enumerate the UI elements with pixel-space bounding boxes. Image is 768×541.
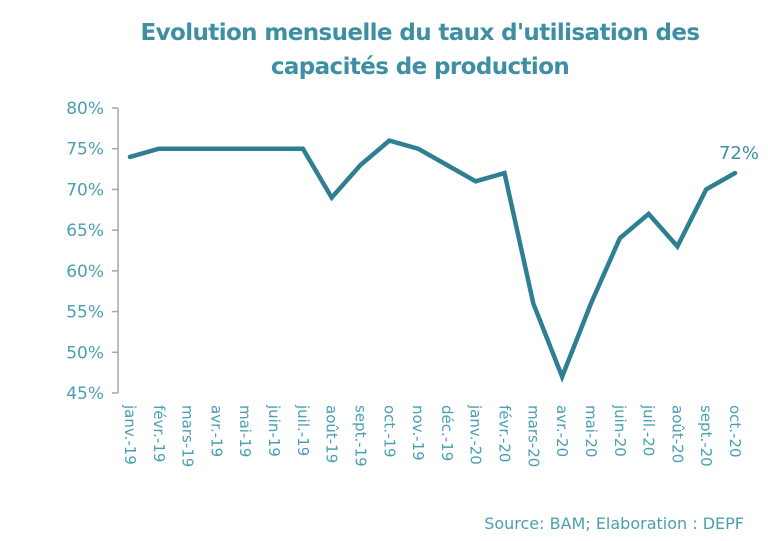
- x-tick-label: mars-20: [524, 405, 542, 467]
- series-line: [127, 138, 738, 383]
- x-tick-label: août-20: [668, 405, 686, 463]
- x-tick-label: avr.-19: [207, 405, 225, 457]
- x-tick-label: nov.-19: [409, 405, 427, 461]
- y-tick-label: 50%: [66, 343, 104, 363]
- x-tick-label: oct.-20: [726, 405, 744, 458]
- chart-title: Evolution mensuelle du taux d'utilisatio…: [0, 16, 768, 84]
- x-tick-label: janv.-19: [121, 404, 139, 465]
- data-label: 72%: [719, 143, 759, 164]
- x-tick-label: oct.-19: [380, 405, 398, 458]
- y-tick-label: 45%: [66, 384, 104, 404]
- y-tick-label: 70%: [66, 180, 104, 200]
- x-tick-label: févr.-20: [496, 405, 514, 462]
- chart-title-line-2: capacités de production: [270, 54, 570, 80]
- x-tick-label: mars-19: [179, 405, 197, 467]
- series-group: [127, 138, 738, 383]
- x-tick-label: juin-20: [611, 404, 629, 457]
- x-tick-label: sept.-19: [351, 405, 369, 467]
- annotations: 72%: [719, 143, 759, 164]
- x-tick-label: août-19: [323, 405, 341, 463]
- chart-title-line-1: Evolution mensuelle du taux d'utilisatio…: [140, 20, 701, 46]
- x-axis: janv.-19 févr.-19 mars-19 avr.-19 mai-19 juin…: [121, 404, 744, 467]
- x-tick-label: sept.-20: [697, 405, 715, 467]
- y-tick-label: 80%: [66, 99, 104, 119]
- y-tick-label: 75%: [66, 140, 104, 160]
- y-tick-label: 65%: [66, 221, 104, 241]
- x-tick-label: mai-20: [582, 405, 600, 457]
- x-tick-label: juin-19: [265, 404, 283, 457]
- y-tick-label: 55%: [66, 303, 104, 323]
- x-tick-label: juil.-20: [640, 404, 658, 456]
- x-tick-label: janv.-20: [467, 404, 485, 465]
- x-tick-label: févr.-19: [150, 405, 168, 462]
- x-tick-label: mai-19: [236, 405, 254, 457]
- x-tick-label: déc.-19: [438, 405, 456, 461]
- source-note: Source: BAM; Elaboration : DEPF: [484, 514, 744, 533]
- y-axis: 45% 50% 55% 60% 65% 70% 75% 80%: [66, 99, 119, 404]
- x-tick-label: juil.-19: [294, 404, 312, 456]
- x-tick-label: avr.-20: [553, 405, 571, 457]
- y-tick-label: 60%: [66, 262, 104, 282]
